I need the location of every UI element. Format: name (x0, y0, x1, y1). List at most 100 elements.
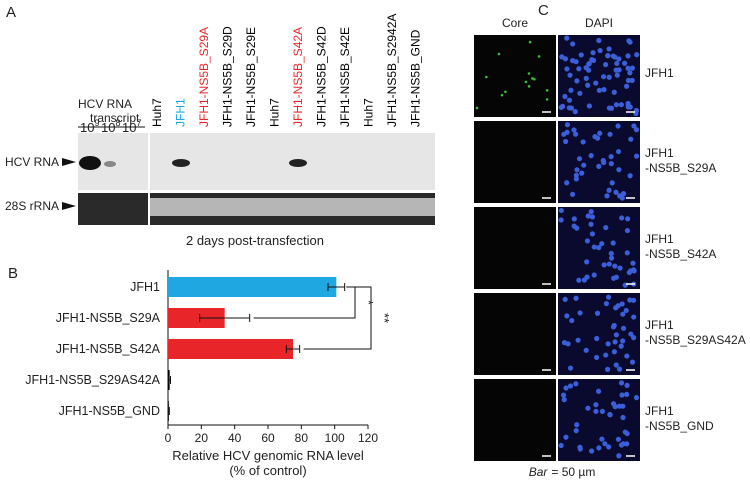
nucleus (615, 436, 622, 442)
nucleus (564, 122, 571, 128)
nucleus (573, 295, 579, 301)
nucleus (616, 56, 622, 62)
nucleus (606, 46, 612, 52)
lane-label: Huh7 (268, 98, 282, 127)
row-label: HCV RNA (5, 155, 59, 169)
transcript-label: transcript (90, 111, 140, 125)
nucleus (604, 193, 610, 199)
lane-label: JFH1-NS5B_S42D (315, 26, 329, 127)
nucleus (619, 301, 625, 307)
nucleus (602, 441, 608, 447)
nucleus (611, 89, 617, 95)
nucleus (585, 213, 591, 219)
nucleus (613, 67, 619, 73)
nucleus (580, 139, 586, 145)
row-label: JFH1 (645, 146, 674, 160)
nucleus (574, 78, 580, 84)
column-header: Core (502, 16, 528, 30)
nucleus (561, 397, 567, 403)
nucleus (610, 240, 616, 246)
nucleus (566, 97, 573, 103)
nucleus (560, 392, 567, 398)
nucleus (624, 391, 630, 397)
transcript-label: HCV RNA (78, 97, 132, 111)
nucleus (601, 74, 607, 80)
row-label: 28S rRNA (5, 199, 59, 213)
row-label: -NS5B_S29A (645, 161, 716, 175)
nucleus (630, 260, 636, 266)
core-signal (545, 89, 549, 92)
nucleus (584, 238, 591, 244)
band (79, 156, 101, 170)
nucleus (611, 275, 617, 281)
category-label: JFH1-NS5B_GND (59, 404, 160, 418)
nucleus (609, 180, 615, 186)
bar (168, 339, 293, 359)
lane-label: JFH1-NS5B_S2942A (385, 14, 399, 127)
row-label: JFH1 (645, 318, 674, 332)
nucleus (573, 381, 579, 387)
nucleus (619, 195, 625, 201)
nucleus (573, 428, 579, 434)
core-signal (475, 106, 479, 110)
nucleus (625, 53, 631, 59)
lane-label: JFH1-NS5B_GND (409, 29, 423, 127)
nucleus (606, 261, 612, 267)
nucleus (576, 156, 583, 162)
nucleus (625, 77, 632, 84)
nucleus (619, 215, 625, 221)
nucleus (619, 392, 625, 398)
nucleus (620, 190, 627, 197)
lane-label: JFH1-NS5B_S42A (291, 27, 305, 127)
nucleus (606, 294, 612, 300)
lane-label: JFH1 (174, 98, 188, 127)
nucleus (623, 83, 630, 89)
nucleus (591, 244, 597, 250)
nucleus (612, 404, 618, 410)
nucleus (589, 214, 596, 220)
nucleus (596, 445, 602, 451)
nucleus (563, 138, 569, 145)
nucleus (562, 93, 568, 100)
nucleus (618, 380, 625, 386)
nucleus (568, 87, 574, 93)
core-signal (504, 90, 507, 94)
lane-label: JFH1-NS5B_S29D (221, 26, 235, 127)
x-tick-label: 120 (358, 431, 378, 445)
nucleus (634, 52, 640, 58)
column-header: DAPI (585, 16, 613, 30)
core-image (474, 121, 556, 203)
core-signal (528, 40, 532, 44)
nucleus (563, 385, 569, 391)
dilution: 109 (80, 118, 99, 135)
nucleus (631, 123, 637, 129)
arrowhead (62, 202, 76, 210)
nucleus (590, 50, 596, 56)
category-label: JFH1-NS5B_S29A (56, 311, 161, 325)
nucleus (616, 453, 622, 459)
dilution: 107 (122, 118, 141, 135)
nucleus (613, 362, 619, 368)
nucleus (599, 436, 605, 442)
nucleus (628, 331, 634, 337)
nucleus (606, 444, 612, 450)
nucleus (596, 37, 602, 44)
panel-label: B (8, 265, 18, 282)
nucleus (577, 90, 583, 96)
dilution-base: 10 (122, 120, 136, 135)
scale-rest: = 50 µm (551, 465, 595, 479)
nucleus (565, 341, 571, 347)
nucleus (611, 349, 617, 355)
nucleus (615, 123, 621, 129)
nucleus (608, 154, 614, 160)
nucleus (586, 103, 593, 109)
core-signal (485, 75, 488, 79)
core-signal (500, 93, 504, 97)
nucleus (559, 54, 565, 60)
nucleus (626, 38, 632, 44)
nucleus (600, 157, 606, 164)
nucleus (585, 82, 591, 88)
nucleus (622, 429, 628, 435)
nucleus (628, 136, 634, 142)
